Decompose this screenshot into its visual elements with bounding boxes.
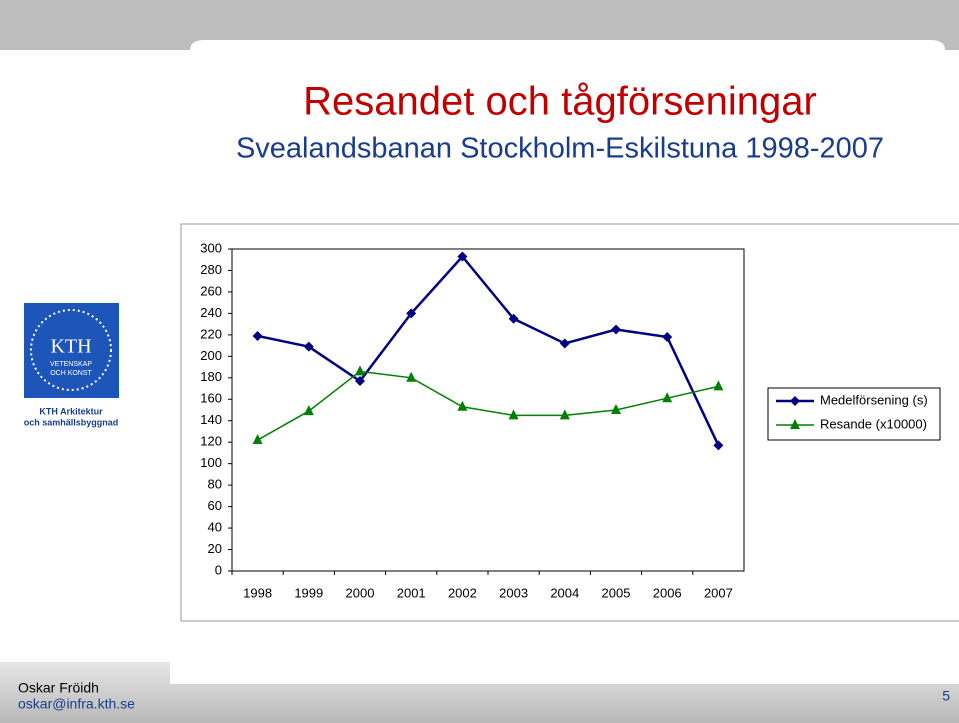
y-tick-label: 260 (200, 283, 222, 298)
x-tick-label: 2001 (397, 585, 426, 600)
legend-label: Medelförsening (s) (820, 392, 928, 407)
point (457, 400, 468, 411)
series-line (257, 370, 719, 441)
point (355, 365, 365, 376)
point (662, 392, 673, 403)
x-tick-label: 2002 (448, 585, 477, 600)
y-tick-label: 160 (200, 391, 222, 406)
x-tick-label: 1998 (243, 585, 272, 600)
slide-subtitle: Svealandsbanan Stockholm-Eskilstuna 1998… (236, 133, 884, 165)
point (406, 308, 417, 319)
y-tick-label: 20 (208, 541, 222, 556)
logo-motto: VETENSKAP (50, 361, 92, 368)
x-tick-label: 2004 (550, 585, 579, 600)
logo-motto: OCH KONST (50, 370, 92, 377)
top-tab (190, 40, 945, 50)
logo-unit: och samhällsbyggnad (24, 417, 119, 427)
y-tick-label: 140 (200, 412, 222, 427)
y-tick-label: 180 (200, 369, 222, 384)
x-tick-label: 2006 (653, 585, 682, 600)
x-tick-label: 1999 (294, 585, 323, 600)
point (508, 313, 519, 324)
point (508, 409, 519, 420)
logo-name: KTH (50, 336, 91, 358)
y-tick-label: 220 (200, 326, 222, 341)
point (611, 324, 621, 335)
logo-ring (30, 309, 112, 391)
slide-title: Resandet och tågförseningar (303, 80, 817, 124)
point (303, 341, 314, 352)
y-tick-label: 300 (200, 240, 222, 255)
point (457, 251, 468, 262)
point (790, 396, 800, 406)
point (713, 380, 724, 391)
legend-box (767, 387, 941, 441)
legend-label: Resande (x10000) (820, 416, 927, 431)
point (252, 330, 263, 341)
point (303, 405, 314, 416)
page-number: 5 (942, 688, 950, 704)
footer-author: Oskar Fröidh (18, 680, 99, 696)
point (662, 332, 673, 343)
footer-tab (170, 662, 959, 684)
y-tick-label: 80 (208, 477, 222, 492)
x-tick-label: 2005 (602, 585, 631, 600)
y-tick-label: 60 (208, 498, 222, 513)
point (611, 404, 621, 414)
y-tick-label: 100 (200, 455, 222, 470)
point (559, 409, 570, 420)
logo-unit: KTH Arkitektur (39, 406, 103, 416)
y-tick-label: 280 (200, 262, 222, 277)
logo-box (24, 303, 119, 398)
point (559, 338, 570, 349)
y-tick-label: 0 (215, 562, 222, 577)
point (355, 376, 365, 387)
footer-email[interactable]: oskar@infra.kth.se (18, 696, 135, 712)
series-line (257, 254, 720, 446)
point (713, 440, 724, 451)
y-tick-label: 240 (200, 305, 222, 320)
x-tick-label: 2007 (704, 585, 733, 600)
x-tick-label: 2003 (499, 585, 528, 600)
point (252, 434, 263, 445)
y-tick-label: 120 (200, 434, 222, 449)
point (790, 419, 800, 429)
x-tick-label: 2000 (346, 585, 375, 600)
y-tick-label: 40 (208, 520, 222, 535)
y-tick-label: 200 (200, 348, 222, 363)
point (406, 371, 417, 382)
